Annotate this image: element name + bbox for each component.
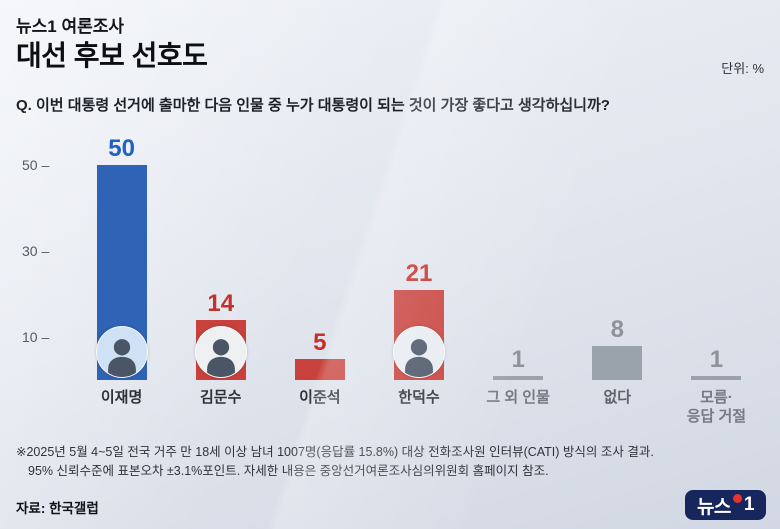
candidate-photo: [194, 326, 247, 378]
footnote-line-2: 95% 신뢰수준에 표본오차 ±3.1%포인트. 자세한 내용은 중앙선거여론조…: [28, 464, 549, 479]
candidate-photo: [95, 326, 148, 378]
category-label: 이재명: [100, 389, 143, 406]
question-text: Q. 이번 대통령 선거에 출마한 다음 인물 중 누가 대통령이 되는 것이 …: [16, 97, 610, 114]
source-label: 자료: 한국갤럽: [16, 501, 99, 516]
chart-column: 1 그 외 인물: [469, 140, 568, 406]
category-label: 그 외 인물: [486, 389, 550, 406]
chart-column: 21 한덕수: [369, 140, 468, 406]
category-label: 없다: [603, 389, 632, 406]
y-axis: 10 – 30 – 50 –: [0, 140, 60, 380]
person-icon: [107, 339, 136, 377]
news1-logo: 뉴스 1: [684, 490, 766, 520]
bar: [493, 375, 544, 380]
bar-value-label: 8: [610, 315, 624, 343]
logo-red-dot-icon: [732, 493, 742, 503]
chart-column: 50 이재명: [72, 135, 171, 406]
chart-column: 1 모름· 응답 거절: [667, 140, 766, 425]
logo-text: 뉴스: [696, 496, 731, 518]
category-label: 모름· 응답 거절: [686, 389, 747, 425]
footnote-line-1: ※2025년 5월 4~5일 전국 거주 만 18세 이상 남녀 1007명(응…: [16, 445, 654, 459]
category-label: 김문수: [200, 389, 242, 406]
unit-label: 단위: %: [721, 61, 764, 76]
person-icon: [405, 339, 433, 377]
bar-value-label: 21: [405, 259, 433, 287]
footnote: ※2025년 5월 4~5일 전국 거주 만 18세 이상 남녀 1007명(응…: [16, 443, 764, 482]
bar-value-label: 14: [207, 289, 235, 317]
bar-value-label: 50: [108, 135, 135, 162]
bar: [392, 289, 445, 380]
bar: [294, 358, 345, 380]
bar: [592, 345, 643, 380]
category-label: 이준석: [299, 389, 341, 406]
bar: [194, 319, 247, 380]
bar-value-label: 1: [709, 345, 724, 373]
chart-column: 14 김문수: [171, 140, 270, 406]
category-label: 한덕수: [398, 389, 440, 406]
candidate-photo: [392, 326, 445, 378]
y-axis-tick: 50 –: [22, 157, 50, 173]
logo-one: 1: [743, 494, 755, 515]
bar-value-label: 5: [313, 328, 327, 356]
header-kicker: 뉴스1 여론조사: [16, 17, 125, 36]
chart-columns: 50 이재명 14 김문수 5 이준석 21 한덕수 1 그 외 인물 8 없다 1 모름· 응답 거절: [72, 135, 766, 425]
bar: [691, 375, 742, 380]
person-icon: [206, 339, 235, 377]
chart-column: 8 없다: [568, 140, 667, 406]
bar-chart: 10 – 30 – 50 – 50 이재명 14 김문수 5 이준석 21 한덕수 1 그 외 인물 8…: [0, 135, 780, 425]
y-axis-tick: 10 –: [22, 329, 50, 345]
chart-column: 5 이준석: [270, 140, 369, 406]
y-axis-tick: 30 –: [22, 243, 50, 259]
bar-value-label: 1: [511, 345, 525, 373]
bar: [95, 165, 148, 380]
page-title: 대선 후보 선호도: [16, 40, 208, 71]
